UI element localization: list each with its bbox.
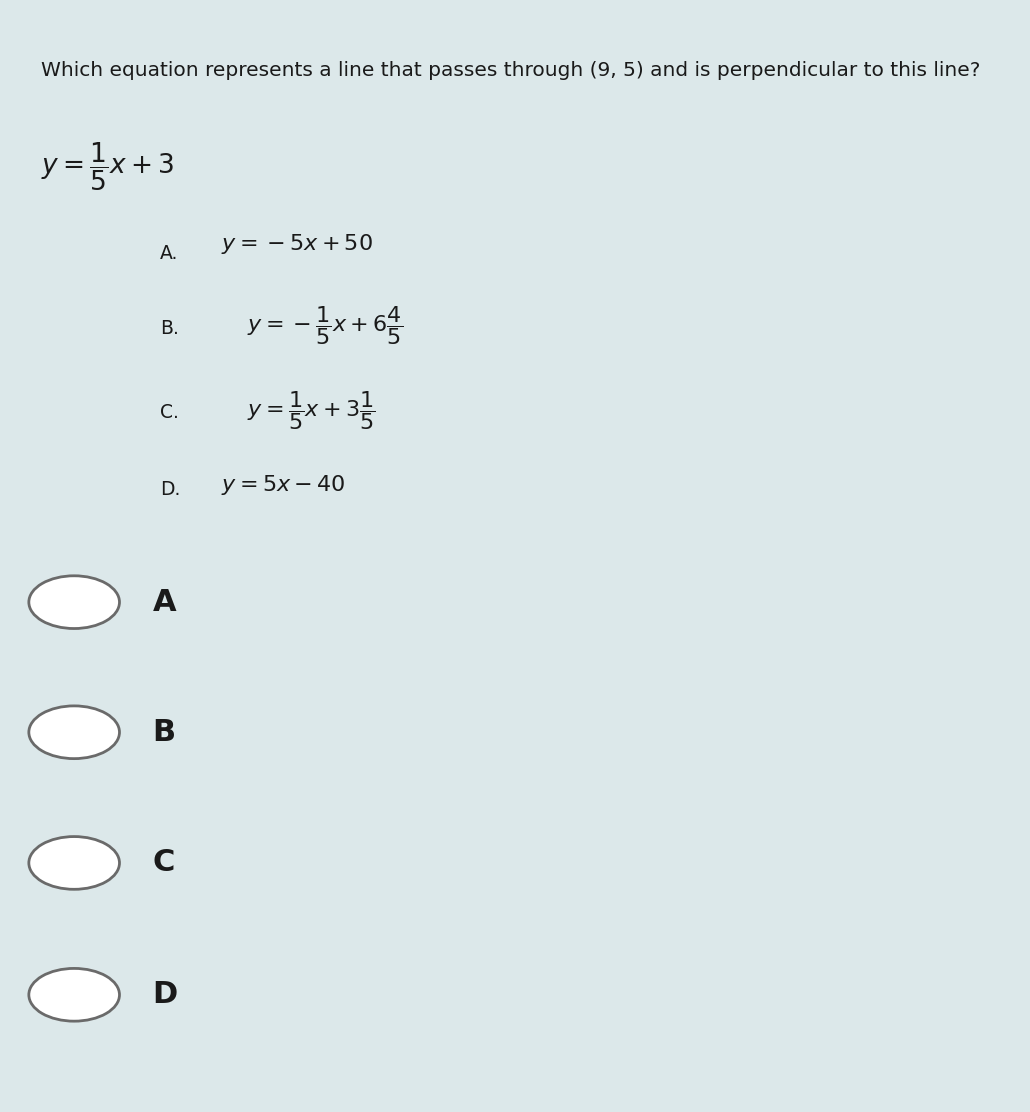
Ellipse shape — [29, 576, 119, 628]
Text: B.: B. — [160, 319, 178, 338]
Text: D.: D. — [160, 480, 180, 499]
Text: D: D — [152, 981, 178, 1010]
Text: A.: A. — [160, 245, 178, 264]
Text: C.: C. — [160, 404, 178, 423]
Text: C: C — [152, 848, 175, 877]
Text: B: B — [152, 717, 175, 747]
Ellipse shape — [29, 836, 119, 890]
Text: $y = -\dfrac{1}{5}x + 6\dfrac{4}{5}$: $y = -\dfrac{1}{5}x + 6\dfrac{4}{5}$ — [247, 305, 404, 347]
Text: $y = \dfrac{1}{5}x + 3\dfrac{1}{5}$: $y = \dfrac{1}{5}x + 3\dfrac{1}{5}$ — [247, 389, 376, 431]
Text: Which equation represents a line that passes through (9, 5) and is perpendicular: Which equation represents a line that pa… — [41, 61, 981, 80]
Text: $y = 5x - 40$: $y = 5x - 40$ — [221, 473, 346, 497]
Text: A: A — [152, 587, 176, 617]
Ellipse shape — [29, 969, 119, 1021]
Text: $y = -5x + 50$: $y = -5x + 50$ — [221, 232, 373, 256]
Ellipse shape — [29, 706, 119, 758]
Text: $y = \dfrac{1}{5}x + 3$: $y = \dfrac{1}{5}x + 3$ — [41, 141, 174, 193]
